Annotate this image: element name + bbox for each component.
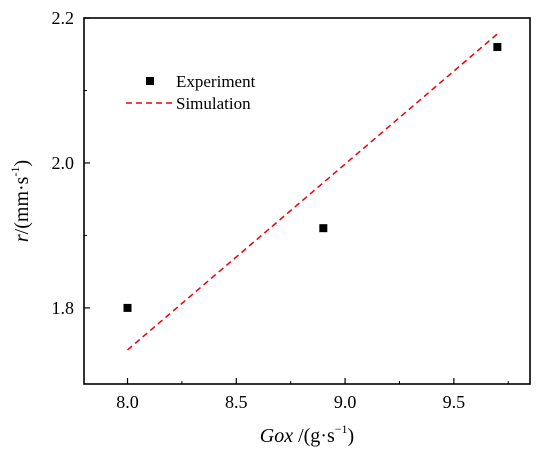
y-tick-label: 2.0 — [52, 153, 75, 173]
legend-experiment-label: Experiment — [176, 72, 256, 91]
x-axis-title-close: ) — [348, 425, 355, 447]
legend-simulation-label: Simulation — [176, 94, 251, 113]
experiment-point — [319, 224, 328, 233]
x-axis-title: Gox /(g·s−1) — [260, 422, 354, 447]
x-axis-title-sup: −1 — [335, 422, 348, 436]
plot-frame — [83, 17, 531, 385]
y-axis-title: r/(mm·s-1) — [8, 160, 33, 242]
y-axis-title-close: ) — [11, 160, 33, 167]
simulation-line — [127, 33, 498, 351]
x-tick-label: 9.0 — [334, 392, 357, 412]
series-layer — [123, 33, 502, 351]
x-tick-label: 8.0 — [116, 392, 139, 412]
x-axis-title-unit: /(g·s — [293, 425, 335, 447]
x-axis-title-main: Gox — [260, 425, 293, 447]
y-axis-title-unit: /(mm·s — [11, 176, 33, 234]
experiment-point — [123, 303, 132, 312]
legend: Experiment Simulation — [126, 72, 256, 113]
y-axis-title-sup: -1 — [8, 167, 22, 177]
y-tick-label: 2.2 — [52, 8, 75, 28]
experiment-point — [493, 42, 502, 51]
x-tick-label: 9.5 — [443, 392, 466, 412]
axis-tick-labels: 8.0 8.5 9.0 9.5 1.8 2.0 2.2 — [52, 8, 466, 412]
y-tick-label: 1.8 — [52, 298, 75, 318]
legend-experiment-marker — [146, 77, 154, 85]
x-tick-label: 8.5 — [225, 392, 248, 412]
y-axis-title-main: r — [11, 234, 33, 242]
axis-ticks — [84, 17, 509, 384]
